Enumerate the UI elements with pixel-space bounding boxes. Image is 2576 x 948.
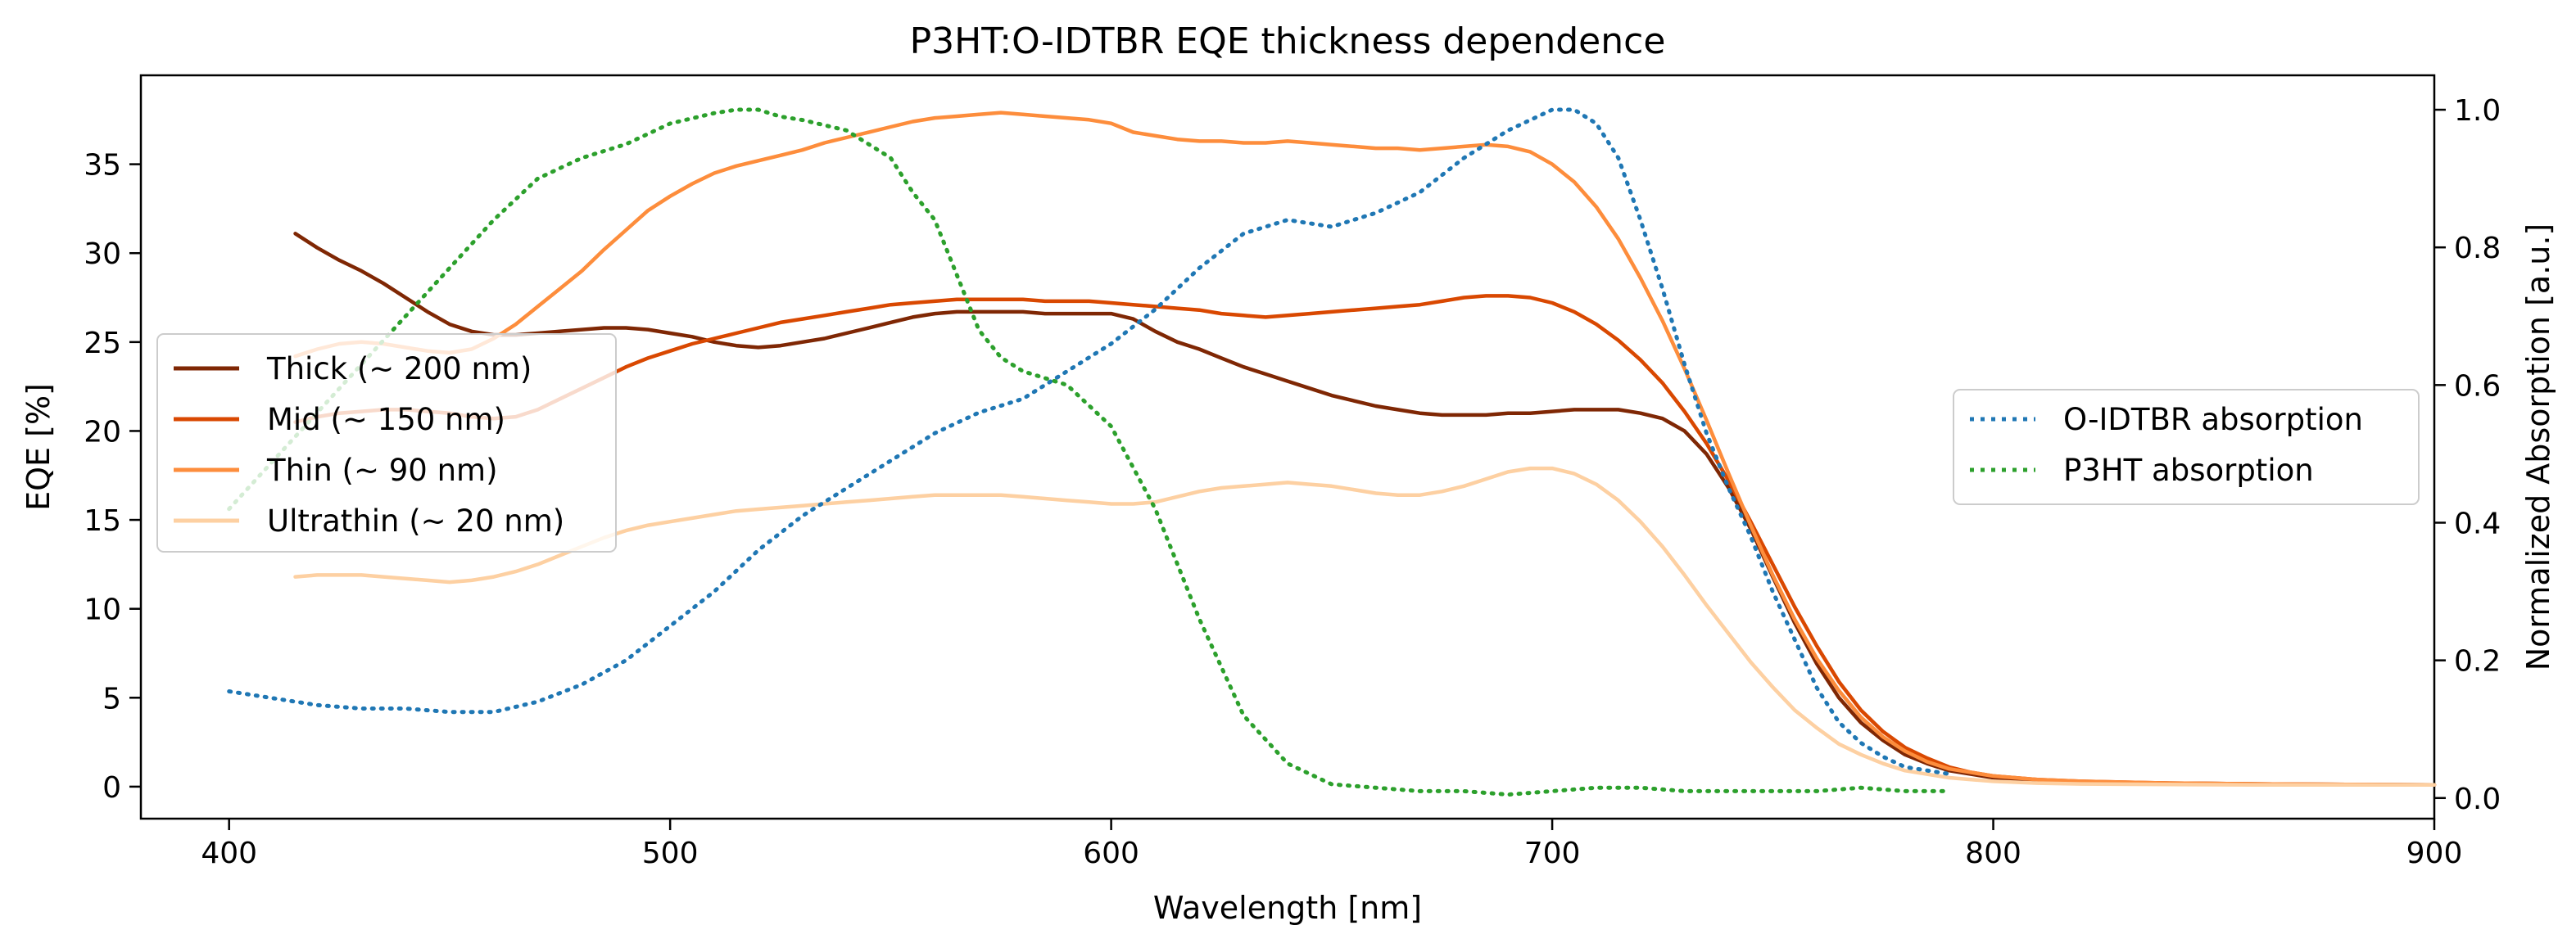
x-tick-label: 400 [201,837,257,870]
x-axis: 400 500 600 700 800 900 [201,819,2462,870]
y-tick-label: 5 [102,682,121,716]
x-tick-label: 600 [1083,837,1139,870]
x-tick-label: 800 [1965,837,2021,870]
legend-label-thin: Thin (~ 90 nm) [266,453,498,488]
series-line-5 [227,107,1952,797]
legend-label-thick: Thick (~ 200 nm) [266,351,532,386]
series-line-4 [227,107,1952,776]
legend-label-mid: Mid (~ 150 nm) [267,402,505,437]
y-axis-right: 0.0 0.2 0.4 0.6 0.8 1.0 [2434,94,2501,816]
y2-tick-label: 0.2 [2454,645,2501,679]
legend-label-p3ht: P3HT absorption [2063,453,2314,488]
x-tick-label: 900 [2406,837,2463,870]
legend-left: Thick (~ 200 nm) Mid (~ 150 nm) Thin (~ … [156,333,617,553]
y-tick-label: 10 [84,594,121,627]
legend-label-oidtbr: O-IDTBR absorption [2063,402,2363,437]
y-axis-left: 0 5 10 15 20 25 30 35 [84,149,141,805]
legend-right-box [1953,389,2420,505]
y2-axis-label: Normalized Absorption [a.u.] [2520,223,2556,671]
legend-left-box [156,333,617,553]
x-tick-label: 500 [642,837,699,870]
y2-tick-label: 0.0 [2454,783,2501,816]
y-tick-label: 15 [84,504,121,538]
y-tick-label: 0 [102,771,121,805]
y2-tick-label: 1.0 [2454,94,2501,128]
series-line-2 [293,111,2437,787]
y-tick-label: 25 [84,327,121,360]
x-tick-label: 700 [1524,837,1581,870]
y-tick-label: 20 [84,415,121,449]
y-tick-label: 30 [84,237,121,271]
y-axis-label: EQE [%] [20,383,57,511]
y2-tick-label: 0.8 [2454,232,2501,265]
legend-right: O-IDTBR absorption P3HT absorption [1953,389,2420,505]
series-line-0 [293,232,2437,787]
y-tick-label: 35 [84,149,121,183]
x-axis-label: Wavelength [nm] [1153,890,1422,926]
chart-title: P3HT:O-IDTBR EQE thickness dependence [910,20,1666,62]
legend-label-ultrathin: Ultrathin (~ 20 nm) [267,503,564,539]
y2-tick-label: 0.6 [2454,369,2501,403]
y2-tick-label: 0.4 [2454,507,2501,540]
